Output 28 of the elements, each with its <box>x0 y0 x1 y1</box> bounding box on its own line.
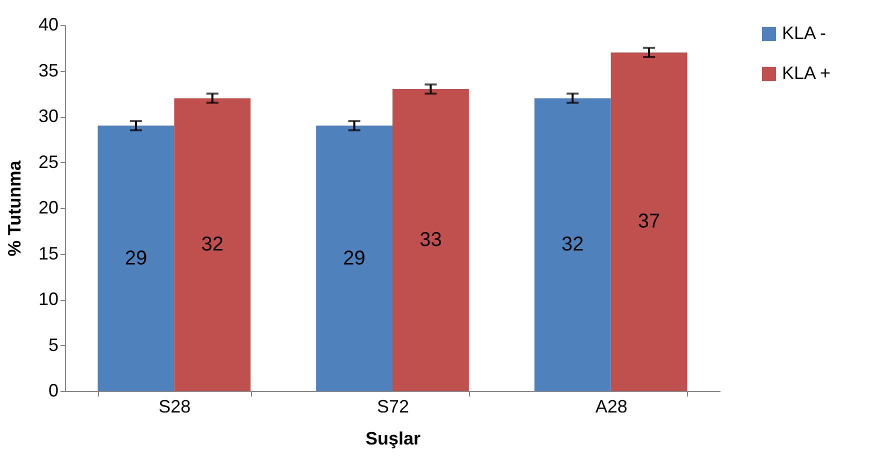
y-tick-label: 40 <box>38 14 58 34</box>
y-axis-title: % Tutunma <box>4 160 24 256</box>
y-tick-label: 10 <box>38 289 58 309</box>
bar <box>98 126 174 391</box>
data-label: 29 <box>343 247 366 270</box>
data-label: 33 <box>420 229 442 252</box>
legend-label: KLA - <box>782 23 826 43</box>
y-tick-label: 35 <box>38 60 58 80</box>
bar <box>610 52 688 391</box>
x-axis-title: Suşlar <box>365 428 421 448</box>
y-tick-label: 15 <box>38 243 58 264</box>
x-tick-label: A28 <box>595 396 628 416</box>
x-tick-label: S28 <box>158 396 191 416</box>
bar <box>534 98 611 391</box>
y-tick-label: 5 <box>48 334 58 355</box>
data-label: 29 <box>124 247 148 270</box>
y-tick-label: 30 <box>38 106 58 126</box>
data-label: 37 <box>638 210 660 233</box>
bar <box>392 89 469 391</box>
y-tick-label: 20 <box>38 198 58 218</box>
y-tick-label: 25 <box>38 152 58 172</box>
x-tick-label: S72 <box>376 396 410 416</box>
y-tick-label: 0 <box>48 380 58 400</box>
data-label: 32 <box>562 234 584 256</box>
legend-label: KLA + <box>782 63 831 83</box>
bar <box>174 98 251 391</box>
data-label: 32 <box>201 234 224 256</box>
bar <box>316 126 392 391</box>
